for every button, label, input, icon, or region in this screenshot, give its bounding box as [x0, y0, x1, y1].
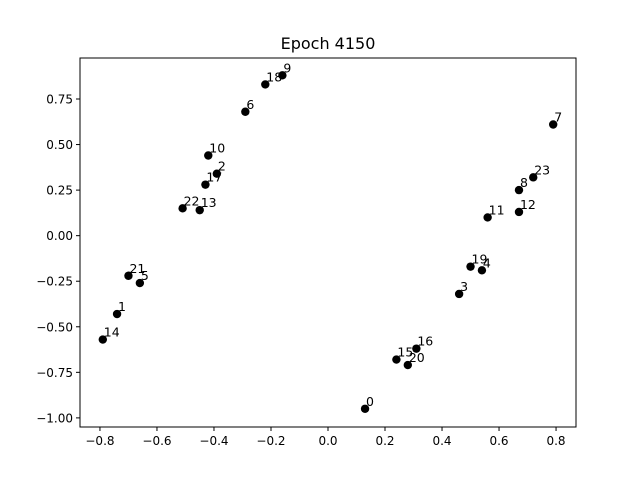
data-point	[403, 360, 413, 370]
data-point	[466, 262, 475, 271]
data-point	[477, 266, 487, 275]
point-label: 14	[104, 325, 120, 340]
x-tick-label: 0.0	[318, 434, 337, 448]
point-label: 7	[554, 110, 562, 125]
data-point	[212, 169, 222, 178]
point-label: 15	[397, 345, 413, 360]
y-tick-label: −0.75	[36, 366, 73, 380]
data-point	[529, 173, 538, 182]
point-label: 6	[246, 97, 254, 112]
y-tick-label: 0.75	[46, 93, 73, 107]
point-label: 19	[472, 252, 488, 267]
point-label: 18	[266, 69, 282, 84]
point-label: 13	[201, 195, 217, 210]
point-label: 9	[283, 60, 291, 75]
data-point	[112, 309, 122, 319]
data-point	[98, 335, 108, 344]
data-point	[201, 180, 210, 189]
data-point	[514, 207, 524, 217]
data-point	[454, 289, 464, 299]
point-label: 0	[366, 394, 374, 409]
data-point	[241, 107, 250, 116]
point-label: 2	[218, 159, 226, 174]
point-label: 22	[184, 193, 200, 208]
data-point	[204, 151, 213, 160]
point-label: 20	[409, 350, 425, 365]
y-tick-label: −0.50	[36, 320, 73, 334]
point-label: 17	[206, 170, 222, 185]
x-tick-label: −0.6	[142, 434, 171, 448]
data-point	[483, 213, 492, 222]
data-point	[195, 205, 204, 215]
data-point	[261, 80, 270, 89]
point-label: 21	[129, 261, 145, 276]
point-label: 8	[520, 175, 528, 190]
x-axis: −0.8 −0.6 −0.4 −0.2 0.0 0.2 0.4 0.6 0.8	[85, 427, 566, 448]
point-label: 11	[489, 202, 505, 217]
data-point	[135, 278, 145, 288]
x-tick-label: −0.4	[199, 434, 228, 448]
y-tick-label: −1.00	[36, 411, 73, 425]
x-tick-label: 0.8	[546, 434, 565, 448]
point-label: 23	[534, 162, 550, 177]
point-label: 4	[483, 255, 491, 270]
y-tick-label: −0.25	[36, 275, 73, 289]
y-tick-label: 0.50	[46, 138, 73, 152]
data-point	[124, 271, 133, 280]
x-tick-label: 0.4	[432, 434, 451, 448]
x-tick-label: 0.2	[375, 434, 394, 448]
data-point	[360, 404, 370, 413]
data-point	[412, 344, 421, 353]
x-tick-label: 0.6	[489, 434, 508, 448]
data-point	[178, 204, 187, 213]
plot-frame	[79, 57, 577, 428]
y-tick-label: 0.00	[46, 229, 73, 243]
point-label: 5	[141, 268, 149, 283]
data-point	[392, 355, 401, 364]
point-label: 3	[460, 279, 468, 294]
point-label: 16	[417, 334, 433, 349]
y-axis: −1.00 −0.75 −0.50 −0.25 0.00 0.25 0.50 0.75	[36, 93, 80, 425]
chart-title: Epoch 4150	[281, 34, 376, 53]
point-label: 12	[520, 197, 536, 212]
x-tick-label: −0.8	[85, 434, 114, 448]
point-label: 1	[118, 299, 126, 314]
point-label: 10	[209, 140, 225, 155]
x-tick-label: −0.2	[256, 434, 285, 448]
data-point	[514, 185, 524, 195]
y-tick-label: 0.25	[46, 184, 73, 198]
data-point	[278, 71, 287, 80]
data-point	[548, 120, 558, 129]
